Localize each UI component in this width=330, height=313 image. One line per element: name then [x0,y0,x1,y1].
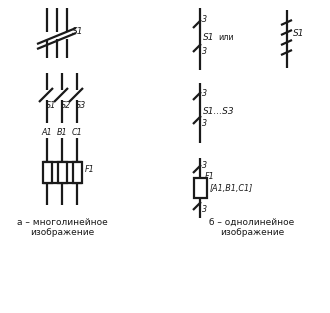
Text: [A1,B1,C1]: [A1,B1,C1] [210,183,253,192]
Bar [57,162,67,183]
Bar [43,162,51,183]
Bar [73,162,82,183]
Text: 3: 3 [202,47,207,55]
Text: S1: S1 [46,101,56,110]
Text: 3: 3 [202,119,207,127]
Text: C1: C1 [72,128,82,137]
Text: 3: 3 [202,204,207,213]
Text: A1: A1 [42,128,52,137]
Text: S2: S2 [61,101,71,110]
Text: S1...S3: S1...S3 [203,106,235,115]
Text: F1: F1 [205,172,215,181]
Text: а – многолинейное
изображение: а – многолинейное изображение [16,218,107,237]
Text: S1: S1 [293,28,305,38]
Text: 3: 3 [202,16,207,24]
Bar [193,178,207,198]
Text: S1: S1 [72,28,83,37]
Text: или: или [218,33,234,43]
Text: 3: 3 [202,89,207,98]
Text: B1: B1 [57,128,67,137]
Text: S3: S3 [76,101,86,110]
Text: б – однолинейное
изображение: б – однолинейное изображение [209,218,295,237]
Text: 3: 3 [202,162,207,171]
Text: S1: S1 [203,33,214,43]
Text: F1: F1 [85,165,95,174]
